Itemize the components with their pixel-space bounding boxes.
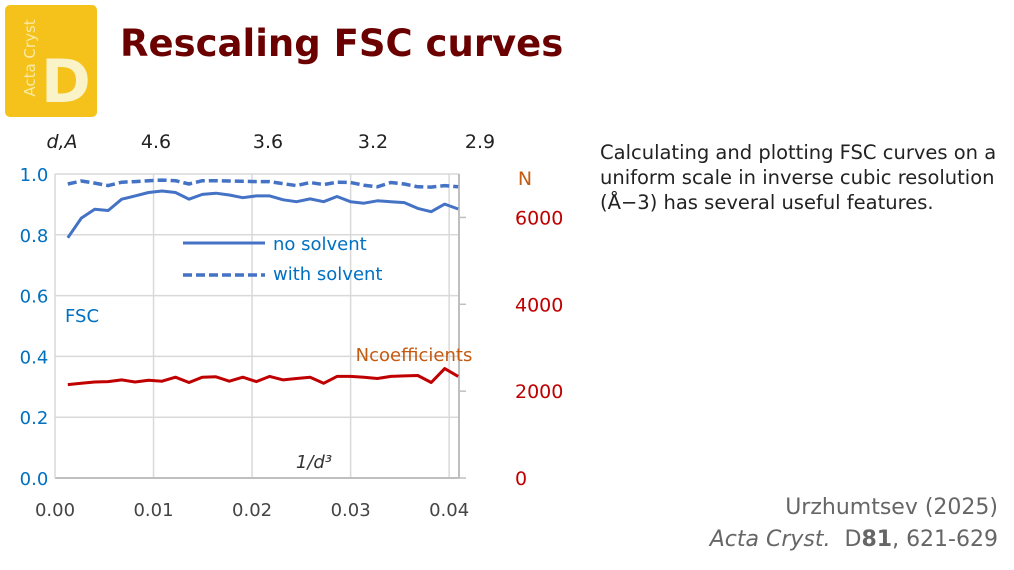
citation-ref: Acta Cryst. D81, 621-629 bbox=[710, 524, 998, 556]
citation-volume: 81 bbox=[861, 527, 893, 552]
x-tick-label: 0.03 bbox=[331, 500, 371, 521]
x-axis-label: 1/d³ bbox=[296, 452, 332, 473]
top-tick: 3.2 bbox=[358, 131, 388, 153]
citation-vol-prefix: D bbox=[844, 527, 862, 552]
y-axis-label: FSC bbox=[65, 306, 99, 327]
x-tick-label: 0.00 bbox=[35, 500, 75, 521]
y2-tick-label: 4000 bbox=[515, 294, 563, 316]
y-tick-label: 0.4 bbox=[20, 347, 49, 368]
description: Calculating and plotting FSC curves on a… bbox=[600, 141, 997, 214]
series-line-ncoefficients bbox=[67, 367, 459, 387]
x-tick-label: 0.04 bbox=[429, 500, 469, 521]
citation: Urzhumtsev (2025) Acta Cryst. D81, 621-6… bbox=[710, 492, 998, 556]
logo-letter: D bbox=[41, 47, 91, 117]
series-line-with-solvent bbox=[67, 178, 459, 189]
y2-tick-label: 2000 bbox=[515, 381, 563, 403]
n-series-label: Ncoefficients bbox=[356, 345, 473, 366]
y-tick-label: 0.0 bbox=[20, 469, 49, 490]
acta-cryst-d-logo: Acta Cryst D bbox=[5, 5, 97, 117]
citation-author: Urzhumtsev (2025) bbox=[785, 495, 998, 520]
series-line-no-solvent bbox=[66, 189, 459, 239]
y-tick-label: 0.6 bbox=[20, 287, 49, 308]
y2-tick-label: 6000 bbox=[515, 207, 563, 229]
legend-label: with solvent bbox=[273, 264, 383, 285]
top-tick: 3.6 bbox=[253, 131, 283, 153]
citation-journal: Acta Cryst. bbox=[709, 527, 831, 552]
citation-pages: , 621-629 bbox=[892, 527, 998, 552]
top-axis-label: d,A bbox=[46, 131, 77, 153]
legend-label: no solvent bbox=[273, 234, 367, 255]
x-tick-label: 0.02 bbox=[232, 500, 272, 521]
top-tick: 4.6 bbox=[141, 131, 171, 153]
y2-axis-label: N bbox=[518, 168, 532, 190]
y-tick-label: 0.8 bbox=[20, 226, 49, 247]
top-tick: 2.9 bbox=[465, 131, 495, 153]
y-tick-label: 1.0 bbox=[20, 165, 49, 186]
fsc-chart: 0.0 0.2 0.4 0.6 0.8 1.0 0.00 0.01 0.02 0.03 0.04 0 2… bbox=[20, 131, 564, 521]
y2-tick-label: 0 bbox=[515, 468, 527, 490]
x-tick-label: 0.01 bbox=[133, 500, 173, 521]
y-tick-label: 0.2 bbox=[20, 408, 49, 429]
page-title: Rescaling FSC curves bbox=[120, 22, 564, 65]
